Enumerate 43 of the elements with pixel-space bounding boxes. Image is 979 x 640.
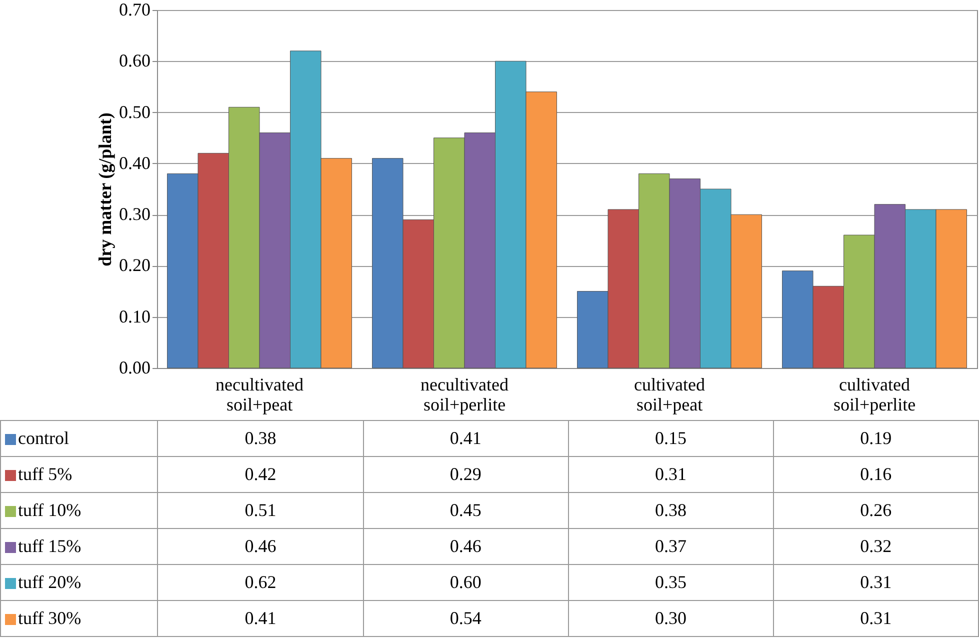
legend-label: tuff 10% [0, 492, 158, 528]
data-label: 0.32 [773, 528, 978, 564]
data-label: 0.41 [363, 420, 568, 456]
data-label: 0.54 [363, 600, 568, 636]
data-label: 0.31 [568, 456, 774, 492]
data-label: 0.15 [568, 420, 774, 456]
data-label: 0.29 [363, 456, 568, 492]
data-label: 0.19 [773, 420, 978, 456]
y-tick-label: 0.10 [119, 306, 150, 326]
x-tick-label: necultivated soil+peat [216, 374, 304, 414]
data-label: 0.45 [363, 492, 568, 528]
data-label: 0.30 [568, 600, 774, 636]
data-label: 0.37 [568, 528, 774, 564]
data-label: 0.60 [363, 564, 568, 600]
y-tick-label: 0.40 [119, 152, 150, 173]
y-tick-label: 0.50 [119, 102, 150, 122]
data-label: 0.38 [568, 492, 774, 528]
legend-label: tuff 5% [0, 456, 158, 492]
y-tick-label: 0.00 [119, 358, 150, 378]
y-axis-title: dry matter (g/plant) [95, 112, 115, 266]
data-label: 0.31 [773, 600, 978, 636]
y-tick-label: 0.30 [119, 204, 150, 224]
data-label: 0.16 [773, 456, 978, 492]
data-label: 0.62 [158, 564, 364, 600]
x-tick-label: cultivated soil+peat [634, 374, 705, 414]
data-label: 0.26 [773, 492, 978, 528]
data-label: 0.42 [158, 456, 364, 492]
x-tick-label: necultivated soil+perlite [420, 374, 508, 414]
data-label: 0.51 [158, 492, 364, 528]
legend-label: tuff 15% [0, 528, 158, 564]
data-label: 0.41 [158, 600, 364, 636]
y-tick-label: 0.60 [119, 50, 150, 71]
legend-label: control [0, 420, 158, 456]
data-label: 0.46 [363, 528, 568, 564]
data-label: 0.38 [158, 420, 364, 456]
legend-label: tuff 20% [0, 564, 158, 600]
y-tick-label: 0.20 [119, 255, 150, 276]
y-tick-label: 0.70 [119, 0, 150, 20]
data-label: 0.46 [158, 528, 364, 564]
x-tick-label: cultivated soil+perlite [833, 374, 916, 414]
data-label: 0.35 [568, 564, 774, 600]
data-label: 0.31 [773, 564, 978, 600]
legend-label: tuff 30% [0, 600, 158, 636]
